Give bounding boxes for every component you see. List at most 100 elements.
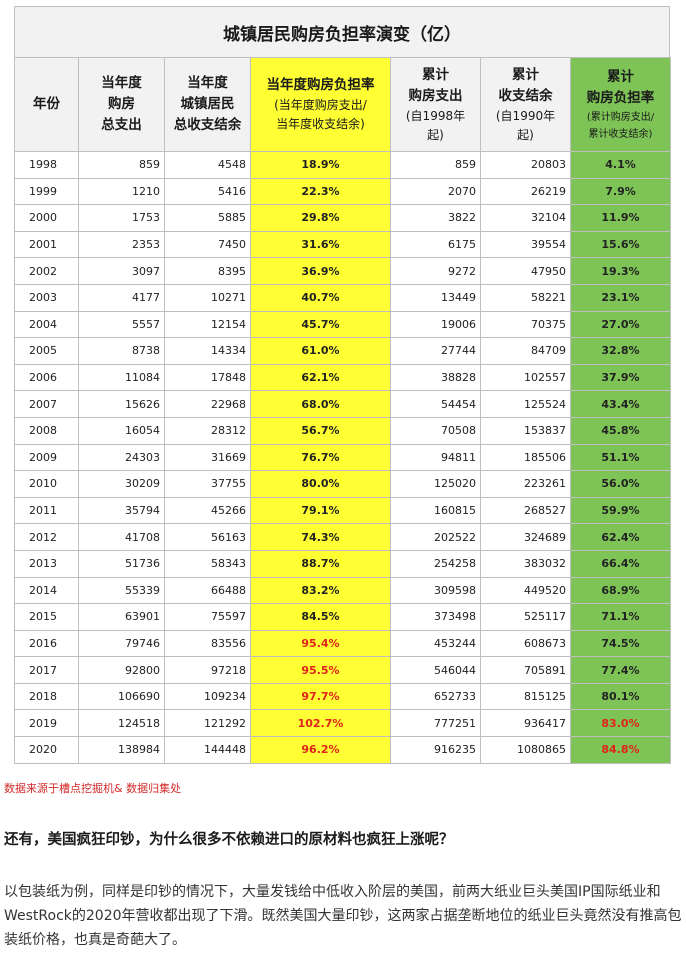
annual-ratio-cell: 80.0% — [250, 470, 391, 498]
header-line: 城镇居民 — [180, 96, 235, 112]
cumulative-spend-cell: 254258 — [390, 549, 481, 578]
year-cell: 2001 — [14, 230, 79, 259]
annual-spend-cell: 30209 — [78, 470, 165, 498]
question-heading: 还有，美国疯狂印钞，为什么很多不依赖进口的原材料也疯狂上涨呢？ — [4, 832, 454, 848]
cumulative-spend-cell: 202522 — [390, 523, 481, 551]
housing-burden-table: 年份 当年度 购房 总支出 当年度 城镇居民 总收支结余 当年度购房负担率 (当年度购房支… — [14, 57, 671, 764]
year-cell: 1999 — [14, 177, 79, 206]
cumulative-balance-cell: 84709 — [480, 337, 571, 365]
annual-ratio-cell: 56.7% — [250, 416, 391, 445]
annual-spend-cell: 41708 — [78, 523, 165, 551]
cumulative-balance-cell: 268527 — [480, 496, 571, 525]
annual-spend-cell: 24303 — [78, 443, 165, 472]
header-row: 年份 当年度 购房 总支出 当年度 城镇居民 总收支结余 当年度购房负担率 (当年度购房支… — [14, 57, 671, 152]
annual-balance-cell: 5885 — [164, 204, 251, 232]
cumulative-ratio-cell: 80.1% — [570, 682, 671, 711]
year-cell: 2006 — [14, 363, 79, 392]
annual-spend-cell: 92800 — [78, 656, 165, 684]
cumulative-spend-cell: 27744 — [390, 337, 481, 365]
header-line: 累计 — [422, 66, 449, 83]
annual-ratio-cell: 29.8% — [250, 204, 391, 232]
cumulative-spend-cell: 453244 — [390, 629, 481, 658]
cumulative-ratio-cell: 7.9% — [570, 177, 671, 206]
cumulative-ratio-cell: 56.0% — [570, 470, 671, 498]
year-cell: 1998 — [14, 151, 79, 179]
annual-balance-cell: 7450 — [164, 230, 251, 259]
annual-balance-cell: 83556 — [164, 629, 251, 658]
header-annual-balance: 当年度 城镇居民 总收支结余 — [164, 57, 251, 152]
annual-spend-cell: 35794 — [78, 496, 165, 525]
annual-balance-cell: 28312 — [164, 416, 251, 445]
annual-balance-cell: 66488 — [164, 576, 251, 605]
cumulative-ratio-cell: 66.4% — [570, 549, 671, 578]
annual-balance-cell: 75597 — [164, 603, 251, 631]
cumulative-ratio-cell: 84.8% — [570, 736, 671, 764]
table-row: 2000 1753 5885 29.8% 3822 32104 11.9% — [14, 204, 671, 232]
header-line: 收支结余 — [498, 87, 553, 104]
table-row: 1999 1210 5416 22.3% 2070 26219 7.9% — [14, 177, 671, 206]
cumulative-balance-cell: 1080865 — [480, 736, 571, 764]
cumulative-balance-cell: 223261 — [480, 470, 571, 498]
annual-ratio-cell: 45.7% — [250, 310, 391, 339]
table-row: 2016 79746 83556 95.4% 453244 608673 74.5% — [14, 629, 671, 658]
cumulative-ratio-cell: 51.1% — [570, 443, 671, 472]
annual-balance-cell: 8395 — [164, 257, 251, 285]
table-row: 2019 124518 121292 102.7% 777251 936417 83.0% — [14, 709, 671, 738]
cumulative-balance-cell: 608673 — [480, 629, 571, 658]
cumulative-balance-cell: 20803 — [480, 151, 571, 179]
annual-spend-cell: 63901 — [78, 603, 165, 631]
header-cumulative-ratio: 累计 购房负担率 (累计购房支出/累计收支结余) — [570, 57, 671, 152]
header-annual-ratio: 当年度购房负担率 (当年度购房支出/当年度收支结余) — [250, 57, 391, 152]
table-row: 2007 15626 22968 68.0% 54454 125524 43.4% — [14, 390, 671, 418]
table-row: 2013 51736 58343 88.7% 254258 383032 66.4% — [14, 549, 671, 578]
cumulative-balance-cell: 102557 — [480, 363, 571, 392]
cumulative-spend-cell: 38828 — [390, 363, 481, 392]
annual-balance-cell: 17848 — [164, 363, 251, 392]
cumulative-spend-cell: 13449 — [390, 283, 481, 312]
cumulative-balance-cell: 449520 — [480, 576, 571, 605]
cumulative-ratio-cell: 74.5% — [570, 629, 671, 658]
cumulative-balance-cell: 47950 — [480, 257, 571, 285]
table-row: 2003 4177 10271 40.7% 13449 58221 23.1% — [14, 283, 671, 312]
year-cell: 2014 — [14, 576, 79, 605]
cumulative-ratio-cell: 27.0% — [570, 310, 671, 339]
cumulative-balance-cell: 39554 — [480, 230, 571, 259]
table-row: 2012 41708 56163 74.3% 202522 324689 62.4% — [14, 523, 671, 551]
cumulative-balance-cell: 525117 — [480, 603, 571, 631]
year-cell: 2020 — [14, 736, 79, 764]
table-row: 2008 16054 28312 56.7% 70508 153837 45.8% — [14, 416, 671, 445]
annual-spend-cell: 1210 — [78, 177, 165, 206]
year-cell: 2013 — [14, 549, 79, 578]
year-cell: 2017 — [14, 656, 79, 684]
cumulative-spend-cell: 777251 — [390, 709, 481, 738]
annual-spend-cell: 55339 — [78, 576, 165, 605]
cumulative-spend-cell: 3822 — [390, 204, 481, 232]
annual-balance-cell: 22968 — [164, 390, 251, 418]
year-cell: 2008 — [14, 416, 79, 445]
header-line: 总支出 — [101, 117, 142, 133]
table-row: 2017 92800 97218 95.5% 546044 705891 77.4% — [14, 656, 671, 684]
annual-spend-cell: 51736 — [78, 549, 165, 578]
table-row: 2004 5557 12154 45.7% 19006 70375 27.0% — [14, 310, 671, 339]
header-subline: (自1990年 — [495, 108, 556, 123]
year-cell: 2004 — [14, 310, 79, 339]
annual-balance-cell: 109234 — [164, 682, 251, 711]
cumulative-ratio-cell: 62.4% — [570, 523, 671, 551]
cumulative-ratio-cell: 4.1% — [570, 151, 671, 179]
annual-spend-cell: 15626 — [78, 390, 165, 418]
cumulative-spend-cell: 652733 — [390, 682, 481, 711]
year-cell: 2003 — [14, 283, 79, 312]
table-row: 2006 11084 17848 62.1% 38828 102557 37.9% — [14, 363, 671, 392]
header-cumulative-balance: 累计 收支结余 (自1990年 起) — [480, 57, 571, 152]
annual-balance-cell: 121292 — [164, 709, 251, 738]
cumulative-spend-cell: 54454 — [390, 390, 481, 418]
cumulative-balance-cell: 324689 — [480, 523, 571, 551]
header-subline: (自1998年 — [405, 108, 466, 123]
cumulative-balance-cell: 815125 — [480, 682, 571, 711]
header-line: 累计 — [512, 66, 539, 83]
cumulative-spend-cell: 125020 — [390, 470, 481, 498]
annual-spend-cell: 79746 — [78, 629, 165, 658]
year-cell: 2015 — [14, 603, 79, 631]
table-row: 2010 30209 37755 80.0% 125020 223261 56.0% — [14, 470, 671, 498]
annual-ratio-cell: 36.9% — [250, 257, 391, 285]
